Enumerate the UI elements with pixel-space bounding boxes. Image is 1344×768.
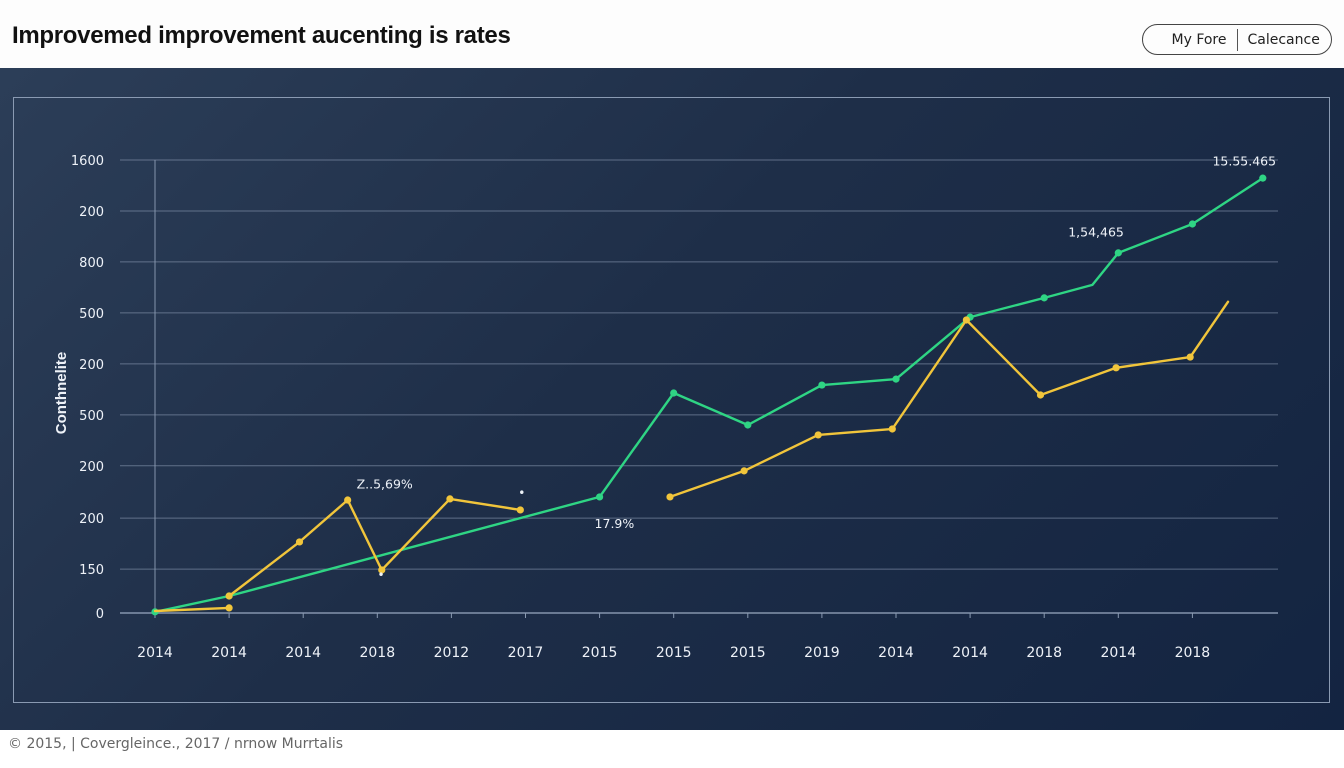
x-tick-label: 2015 xyxy=(582,645,618,661)
y-tick-label: 1600 xyxy=(71,154,104,169)
series-green-point xyxy=(1114,249,1122,257)
grid-lines xyxy=(120,159,1278,614)
series-green-point xyxy=(596,493,604,501)
x-tick-label: 2019 xyxy=(804,645,840,661)
x-tick-label: 2017 xyxy=(508,645,544,661)
series-yellow-point xyxy=(666,493,674,501)
y-tick-label: 800 xyxy=(79,256,104,271)
annotation-dot: • xyxy=(518,486,525,500)
x-tick-label: 2018 xyxy=(359,645,395,661)
toggle-option-my-fore[interactable]: My Fore xyxy=(1171,31,1227,48)
view-toggle[interactable]: My Fore Calecance xyxy=(1142,24,1332,55)
series-green-point xyxy=(670,389,678,397)
series-green-point xyxy=(744,421,752,429)
x-tick-label: 2012 xyxy=(434,645,470,661)
x-tick-label: 2014 xyxy=(878,645,914,661)
data-label: 15.55.465 xyxy=(1212,154,1276,169)
toggle-option-calecance[interactable]: Calecance xyxy=(1247,31,1320,48)
annotation-dot: • xyxy=(377,568,384,582)
y-tick-label: 0 xyxy=(96,607,104,622)
chart-frame xyxy=(13,97,1330,703)
y-tick-label: 500 xyxy=(79,307,104,322)
y-tick-label: 200 xyxy=(79,358,104,373)
y-tick-label: 500 xyxy=(79,409,104,424)
series-yellow-line xyxy=(668,300,1230,499)
series-yellow-point xyxy=(295,538,304,546)
series-yellow-point xyxy=(378,566,386,574)
y-tick-label: 150 xyxy=(79,563,104,578)
x-tick-label: 2014 xyxy=(211,645,247,661)
x-tick-label: 2014 xyxy=(137,645,173,661)
series-yellow-point xyxy=(1112,364,1120,372)
series-yellow-point xyxy=(516,506,524,514)
data-label: Z..5,69% xyxy=(357,476,413,491)
x-tick-label: 2015 xyxy=(730,645,766,661)
series-yellow-point xyxy=(1186,353,1194,361)
series-yellow-point xyxy=(888,425,896,433)
series-yellow-point xyxy=(225,592,233,600)
footer-credit: © 2015, | Covergleince., 2017 / nrnow Mu… xyxy=(8,736,344,752)
toggle-divider xyxy=(1236,28,1238,51)
series-green-point xyxy=(1040,294,1048,302)
series-yellow-point xyxy=(225,604,233,612)
x-tick-label: 2014 xyxy=(285,645,321,661)
header-bar: Improvemed improvement aucenting is rate… xyxy=(0,0,1344,68)
series-green-line xyxy=(153,176,1264,614)
series-green-point xyxy=(892,375,900,383)
x-tick-label: 2018 xyxy=(1175,645,1211,661)
page-title: Improvemed improvement aucenting is rate… xyxy=(12,22,511,49)
x-tick-label: 2014 xyxy=(1100,645,1136,661)
series-yellow-point xyxy=(740,467,748,475)
data-label: 17.9% xyxy=(595,516,635,531)
series xyxy=(151,174,1267,616)
series-green-point xyxy=(1188,220,1196,228)
y-axis-label: Conthnelite xyxy=(53,352,70,435)
series-yellow-line xyxy=(227,497,522,598)
series-yellow-line xyxy=(153,606,231,613)
y-tick-label: 200 xyxy=(79,205,104,220)
data-label: 1,54,465 xyxy=(1068,224,1124,239)
axes xyxy=(154,160,1193,618)
y-tick-label: 200 xyxy=(79,460,104,475)
chart-panel xyxy=(0,68,1344,730)
annotations: Z..5,69% 17.9% 1,54,465 15.55.465 • • xyxy=(357,154,1276,582)
x-tick-labels: 2014 2014 2014 2018 2012 2017 2015 2015 2015 2019… xyxy=(137,645,1210,661)
x-tick-label: 2014 xyxy=(952,645,988,661)
series-yellow-point xyxy=(446,495,454,503)
y-tick-labels: 1600 200 800 500 200 500 200 200 150 0 xyxy=(71,154,104,622)
series-green-point xyxy=(818,381,826,389)
series-yellow-point xyxy=(1036,391,1045,399)
y-tick-label: 200 xyxy=(79,512,104,527)
x-tick-label: 2015 xyxy=(656,645,692,661)
series-yellow-point xyxy=(814,431,822,439)
x-tick-label: 2018 xyxy=(1026,645,1062,661)
series-green-point xyxy=(1259,174,1267,182)
series-yellow-point xyxy=(344,496,352,504)
series-yellow-point xyxy=(962,316,970,324)
